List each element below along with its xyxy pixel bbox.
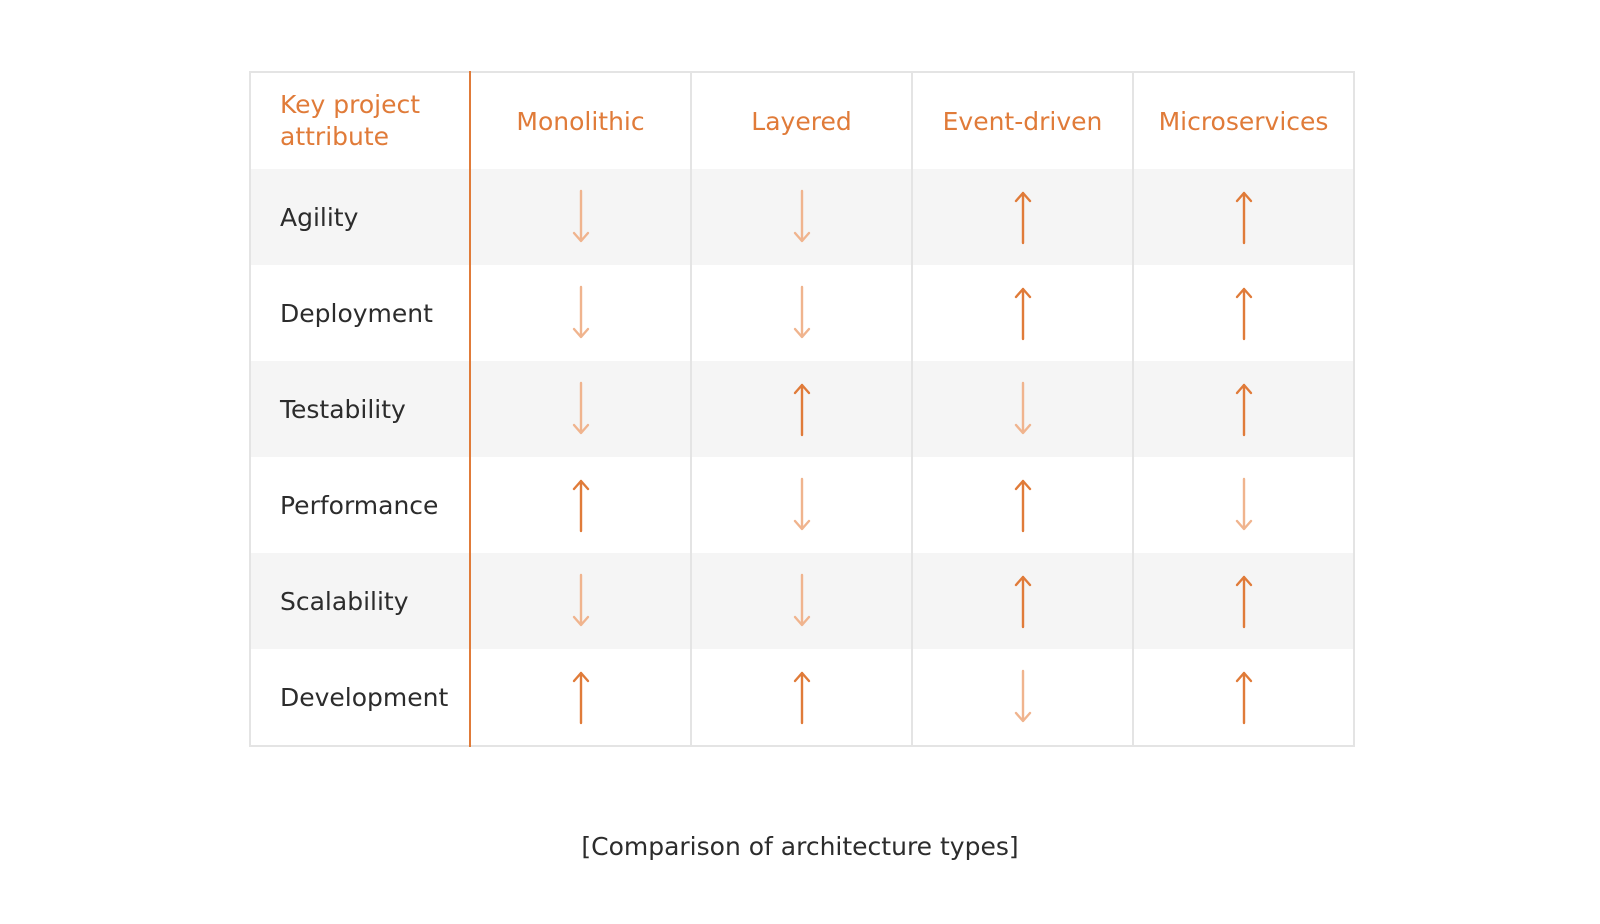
rating-cell bbox=[469, 457, 691, 553]
arrow-shape bbox=[1014, 669, 1031, 723]
arrow-shape bbox=[1014, 381, 1031, 435]
arrow-up bbox=[1235, 671, 1252, 725]
rating-cell bbox=[911, 361, 1133, 457]
rating-cell bbox=[469, 361, 691, 457]
arrow-down bbox=[572, 285, 589, 339]
table-row: Performance bbox=[250, 457, 1354, 553]
rating-cell bbox=[911, 553, 1133, 649]
arrow-down bbox=[1014, 381, 1031, 435]
rating-cell bbox=[911, 649, 1133, 746]
rating-cell bbox=[469, 169, 691, 265]
row-label: Deployment bbox=[280, 298, 433, 328]
arrow-down bbox=[793, 573, 810, 627]
arrow-up bbox=[1014, 575, 1031, 629]
arrow-up bbox=[572, 671, 589, 725]
rating-cell bbox=[690, 169, 912, 265]
row-label: Testability bbox=[250, 361, 470, 457]
arrow-down bbox=[572, 381, 589, 435]
arrow-shape bbox=[793, 477, 810, 531]
arrow-shape bbox=[793, 671, 810, 725]
rating-cell bbox=[911, 169, 1133, 265]
arrow-shape bbox=[572, 285, 589, 339]
column-header: Key project attribute bbox=[250, 72, 470, 169]
row-label: Agility bbox=[250, 169, 470, 265]
arrow-up bbox=[1014, 479, 1031, 533]
arrow-up bbox=[793, 671, 810, 725]
rating-cell bbox=[690, 553, 912, 649]
rating-cell bbox=[911, 457, 1133, 553]
arrow-shape bbox=[1014, 575, 1031, 629]
arrow-down bbox=[1235, 477, 1252, 531]
column-header: Monolithic bbox=[469, 72, 691, 169]
arrow-shape bbox=[572, 381, 589, 435]
table-row: Testability bbox=[250, 361, 1354, 457]
arrow-up bbox=[1235, 191, 1252, 245]
column-header: Layered bbox=[690, 72, 912, 169]
arrow-shape bbox=[1235, 191, 1252, 245]
rating-cell bbox=[469, 649, 691, 746]
arrow-shape bbox=[1235, 287, 1252, 341]
rating-cell bbox=[690, 265, 912, 361]
arrow-up bbox=[1235, 287, 1252, 341]
arrow-down bbox=[572, 573, 589, 627]
arrow-shape bbox=[1235, 383, 1252, 437]
arrow-shape bbox=[793, 189, 810, 243]
arrow-up bbox=[1235, 575, 1252, 629]
arrow-shape bbox=[1014, 479, 1031, 533]
arrow-shape bbox=[572, 671, 589, 725]
column-header: Microservices bbox=[1132, 72, 1354, 169]
rating-cell bbox=[1132, 265, 1354, 361]
arrow-shape bbox=[1235, 477, 1252, 531]
rating-cell bbox=[469, 553, 691, 649]
table-row: Scalability bbox=[250, 553, 1354, 649]
arrow-up bbox=[1014, 287, 1031, 341]
arrow-shape bbox=[572, 573, 589, 627]
arrow-down bbox=[572, 189, 589, 243]
table-row: Development bbox=[250, 649, 1354, 746]
rating-cell bbox=[469, 265, 691, 361]
rating-cell bbox=[690, 361, 912, 457]
arrow-up bbox=[793, 383, 810, 437]
arrow-down bbox=[793, 285, 810, 339]
arrow-up bbox=[1235, 383, 1252, 437]
header-row: Key project attribute Monolithic Layered Ev… bbox=[250, 72, 1354, 169]
rating-cell bbox=[1132, 361, 1354, 457]
table-row: Deployment bbox=[250, 265, 1354, 361]
arrow-shape bbox=[793, 383, 810, 437]
arrow-down bbox=[793, 189, 810, 243]
arrow-up bbox=[572, 479, 589, 533]
arrow-up bbox=[1014, 191, 1031, 245]
row-label: Development bbox=[280, 682, 449, 712]
table-row: Agility bbox=[250, 169, 1354, 265]
arrow-down bbox=[1014, 669, 1031, 723]
rating-cell bbox=[1132, 457, 1354, 553]
row-label: Performance bbox=[280, 490, 439, 520]
rating-cell bbox=[690, 457, 912, 553]
arrow-down bbox=[793, 477, 810, 531]
caption: [Comparison of architecture types] bbox=[581, 832, 1019, 861]
arrow-shape bbox=[572, 189, 589, 243]
arrow-shape bbox=[1014, 287, 1031, 341]
arrow-shape bbox=[793, 285, 810, 339]
column-header: Event-driven bbox=[911, 72, 1133, 169]
rating-cell bbox=[1132, 649, 1354, 746]
comparison-table: Key project attribute Monolithic Layered Ev… bbox=[249, 71, 1355, 747]
row-label: Scalability bbox=[250, 553, 470, 649]
rating-cell bbox=[690, 649, 912, 746]
arrow-shape bbox=[1235, 575, 1252, 629]
arrow-shape bbox=[793, 573, 810, 627]
arrow-shape bbox=[572, 479, 589, 533]
rating-cell bbox=[1132, 553, 1354, 649]
rating-cell bbox=[1132, 169, 1354, 265]
arrow-shape bbox=[1014, 191, 1031, 245]
rating-cell bbox=[911, 265, 1133, 361]
arrow-shape bbox=[1235, 671, 1252, 725]
table-body: Agility Deployment Testability Performance S… bbox=[250, 169, 1354, 746]
